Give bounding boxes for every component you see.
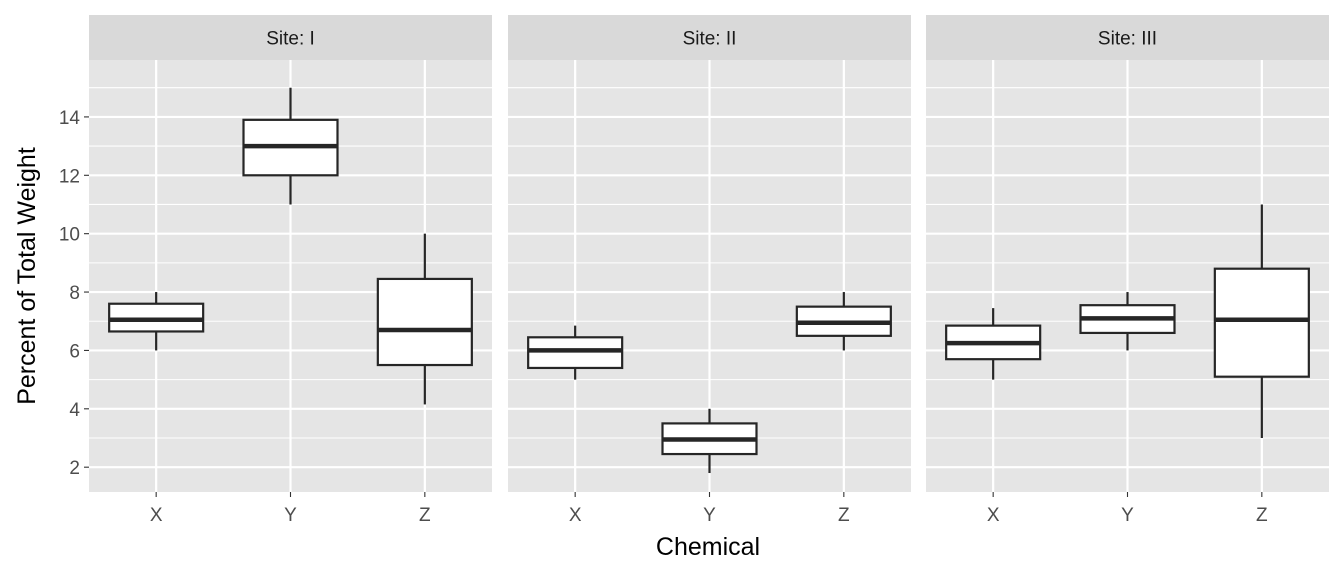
y-tick-label: 8 <box>69 283 80 304</box>
facet-panel: Site: III X Y Z <box>926 15 1329 526</box>
facet-strip <box>926 15 1329 60</box>
facet-panel: Site: II X Y Z <box>508 15 911 526</box>
y-tick-label: 10 <box>59 225 80 246</box>
y-tick-label: 2 <box>69 458 80 479</box>
box-Y <box>242 87 339 205</box>
y-tick-label: 4 <box>69 400 80 421</box>
box-Z <box>376 233 473 405</box>
x-tick-label: Z <box>838 505 850 526</box>
box-iqr <box>1213 267 1310 378</box>
x-tick-label: X <box>150 505 163 526</box>
box-X <box>527 325 624 380</box>
x-axis-title: Chemical <box>656 533 760 561</box>
x-tick-label: Z <box>1256 505 1268 526</box>
y-tick-label: 6 <box>69 341 80 362</box>
box-X <box>108 292 205 351</box>
facet-strip <box>89 15 492 60</box>
y-tick-label: 14 <box>59 108 81 129</box>
facet-panel: Site: I X Y Z <box>89 15 492 526</box>
y-tick-label: 12 <box>59 166 80 187</box>
facet-strip <box>508 15 911 60</box>
y-axis: 2 4 6 8 10 12 14 <box>59 108 89 479</box>
box-Y <box>1079 292 1176 351</box>
box-Z <box>1213 204 1310 438</box>
box-X <box>945 308 1042 380</box>
facet-strip-label: Site: I <box>266 29 315 50</box>
facet-strip-label: Site: II <box>683 29 737 50</box>
facet-strip-label: Site: III <box>1098 29 1157 50</box>
x-tick-label: Y <box>284 505 297 526</box>
x-tick-label: X <box>987 505 1000 526</box>
x-tick-label: Y <box>1121 505 1134 526</box>
box-Z <box>795 292 892 351</box>
x-tick-label: X <box>569 505 582 526</box>
facet-panels: Site: I X Y Z Site: II X Y Z Site: III X Y Z <box>89 15 1329 526</box>
x-tick-label: Y <box>703 505 716 526</box>
y-axis-title: Percent of Total Weight <box>13 147 41 405</box>
box-iqr <box>376 277 473 367</box>
box-Y <box>661 408 758 474</box>
x-tick-label: Z <box>419 505 431 526</box>
